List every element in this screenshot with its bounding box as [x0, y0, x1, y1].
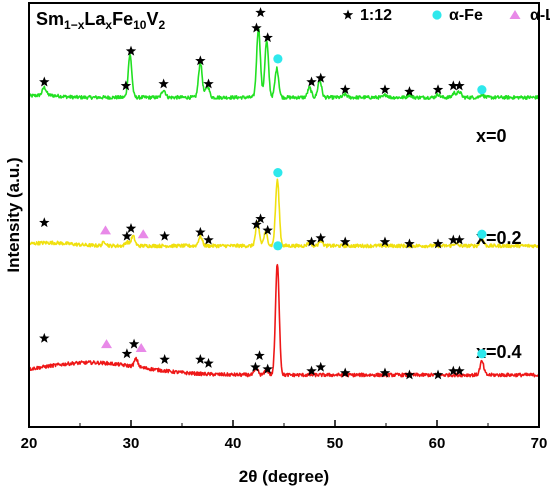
x-axis-label: 2θ (degree): [239, 467, 329, 486]
marker-triangle: [101, 339, 113, 349]
marker-star: [121, 348, 133, 359]
marker-star: [432, 238, 444, 249]
legend-label: α-Fe: [449, 7, 483, 24]
markers-layer: [39, 7, 487, 380]
marker-star: [339, 84, 351, 95]
marker-star: [262, 32, 273, 43]
chart-title: Sm1−xLaxFe10V2: [36, 9, 165, 32]
legend-label: α-La: [530, 7, 550, 24]
marker-star: [404, 238, 415, 249]
marker-circle: [477, 85, 487, 95]
marker-star: [315, 72, 326, 83]
marker-star: [39, 76, 50, 87]
marker-star: [432, 84, 444, 95]
legend-triangle-icon: [509, 10, 521, 19]
marker-triangle: [137, 229, 149, 239]
x-tick-label: 70: [531, 435, 548, 452]
y-axis-label: Intensity (a.u.): [4, 157, 23, 272]
marker-star: [158, 78, 169, 89]
marker-star: [125, 45, 137, 56]
series-label-0: x=0: [476, 126, 507, 146]
marker-star: [339, 236, 351, 247]
marker-star: [404, 86, 415, 97]
series-line-1: [28, 178, 540, 249]
legend-label: 1:12: [360, 7, 392, 24]
marker-star: [159, 230, 170, 241]
x-tick-label: 20: [21, 435, 38, 452]
marker-star: [251, 22, 262, 33]
marker-star: [315, 361, 326, 372]
legend: 1:12 α-Fe α-La: [342, 7, 550, 24]
marker-star: [203, 234, 214, 245]
marker-star: [454, 80, 465, 91]
marker-star: [454, 234, 465, 245]
x-tick-label: 50: [327, 435, 344, 452]
marker-star: [379, 84, 391, 95]
marker-star: [448, 80, 459, 91]
marker-star: [306, 236, 317, 247]
marker-star: [432, 369, 444, 380]
marker-circle: [477, 349, 487, 359]
marker-circle: [273, 241, 283, 251]
marker-triangle: [100, 225, 111, 235]
marker-triangle: [135, 342, 147, 352]
marker-star: [306, 365, 317, 376]
marker-star: [255, 7, 266, 18]
marker-star: [250, 361, 261, 372]
legend-circle-icon: [432, 10, 442, 20]
marker-star: [379, 367, 391, 378]
marker-star: [306, 76, 317, 87]
x-axis-ticks: 20 30 40 50 60 70: [21, 420, 548, 452]
marker-star: [262, 224, 273, 235]
marker-star: [159, 354, 170, 364]
series-line-0: [28, 28, 540, 100]
marker-star: [262, 363, 273, 374]
legend-star-icon: [342, 9, 354, 20]
marker-star: [125, 222, 137, 233]
marker-star: [339, 367, 351, 378]
curves-layer: x=0 x=0.2 x=0.4: [28, 28, 540, 378]
x-tick-label: 30: [123, 435, 140, 452]
marker-star: [195, 226, 206, 237]
marker-star: [39, 217, 50, 228]
marker-star: [121, 230, 133, 241]
marker-circle: [273, 168, 283, 178]
marker-star: [128, 338, 140, 349]
marker-star: [254, 350, 265, 361]
marker-star: [251, 219, 262, 230]
marker-star: [454, 365, 465, 376]
marker-star: [39, 332, 50, 343]
marker-star: [448, 234, 459, 245]
x-tick-label: 60: [429, 435, 446, 452]
series-line-2: [28, 263, 540, 378]
x-tick-label: 40: [225, 435, 242, 452]
marker-star: [404, 369, 415, 380]
marker-circle: [273, 54, 283, 64]
marker-star: [195, 354, 206, 364]
marker-star: [203, 78, 214, 89]
marker-star: [195, 55, 206, 66]
marker-star: [315, 232, 326, 243]
marker-star: [448, 365, 459, 376]
marker-circle: [477, 229, 487, 239]
marker-star: [379, 236, 391, 247]
marker-star: [255, 213, 266, 224]
marker-star: [203, 357, 214, 368]
series-label-2: x=0.4: [476, 342, 522, 362]
marker-star: [120, 80, 132, 91]
series-label-1: x=0.2: [476, 228, 522, 248]
